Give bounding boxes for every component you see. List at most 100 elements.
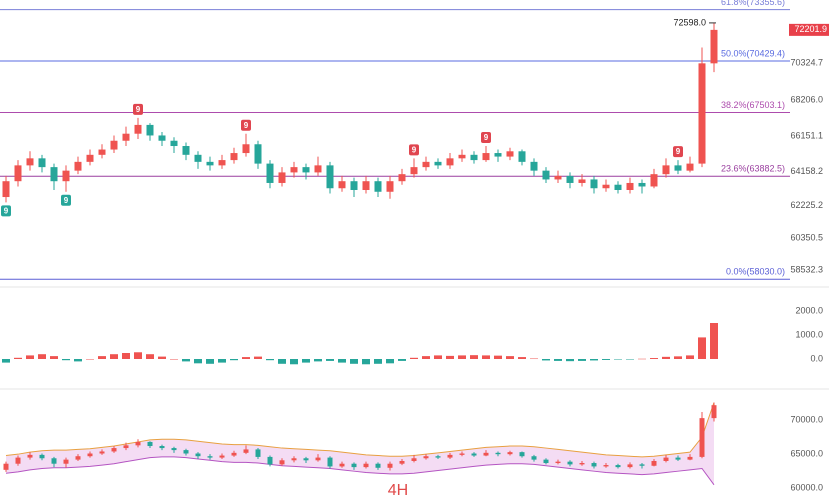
- mini-candle-body: [507, 452, 513, 455]
- high-annotation: 72598.0: [673, 17, 706, 27]
- td-marker: [1, 205, 11, 217]
- candle-body: [446, 158, 454, 166]
- candle-body: [506, 151, 514, 157]
- histogram-bar: [278, 359, 286, 364]
- candle-body: [638, 182, 646, 187]
- y-tick-label: 70324.7: [790, 57, 823, 67]
- mini-candle-body: [591, 463, 597, 467]
- candle-body: [530, 161, 538, 171]
- td-marker: [61, 194, 71, 206]
- y-tick-label: 0.0: [810, 353, 823, 363]
- candle-body: [482, 153, 490, 161]
- candle-body: [266, 163, 274, 183]
- histogram-bar: [698, 337, 706, 359]
- candle-body: [50, 167, 58, 182]
- mini-candle-body: [531, 456, 537, 460]
- candle-body: [710, 29, 718, 64]
- mini-candle-body: [303, 458, 309, 461]
- candle-body: [338, 181, 346, 189]
- candle-body: [74, 161, 82, 171]
- histogram-bar: [122, 353, 130, 359]
- candle-body: [14, 165, 22, 182]
- price-badge: [789, 23, 829, 36]
- mini-candle-body: [411, 458, 417, 461]
- mini-candle-body: [99, 451, 105, 454]
- candle-body: [434, 161, 442, 166]
- histogram-bar: [206, 359, 214, 364]
- histogram-bar: [314, 359, 322, 362]
- candle-body: [182, 146, 190, 155]
- histogram-bar: [98, 356, 106, 359]
- histogram-bar: [482, 355, 490, 359]
- mini-candle-body: [3, 463, 9, 470]
- y-tick-label: 70000.0: [790, 415, 823, 425]
- candle-body: [194, 154, 202, 162]
- y-tick-label: 1000.0: [795, 329, 823, 339]
- y-tick-label: 60350.5: [790, 233, 823, 243]
- mini-candle-body: [39, 454, 45, 459]
- timeframe-label: 4H: [388, 482, 408, 499]
- candle-body: [254, 144, 262, 164]
- histogram-bar: [362, 359, 370, 365]
- histogram-bar: [626, 359, 634, 360]
- candle-body: [314, 165, 322, 173]
- price-badge-label: 72201.9: [794, 24, 827, 34]
- mini-candle-body: [615, 465, 621, 468]
- candle-body: [242, 144, 250, 154]
- mini-candle-body: [639, 464, 645, 466]
- y-tick-label: 65000.0: [790, 449, 823, 459]
- fib-label: 38.2%(67503.1): [721, 100, 785, 110]
- mini-candle-body: [123, 445, 129, 449]
- mini-candle-body: [135, 441, 141, 446]
- mini-candle-body: [699, 418, 705, 457]
- candle-body: [650, 174, 658, 187]
- candle-body: [698, 63, 706, 164]
- mini-candle-body: [159, 446, 165, 449]
- histogram-bar: [230, 359, 238, 361]
- mini-candle-body: [579, 463, 585, 465]
- histogram-bar: [566, 359, 574, 362]
- candle-body: [578, 179, 586, 183]
- mini-candle-body: [663, 457, 669, 461]
- histogram-bar: [254, 356, 262, 359]
- histogram-bar: [182, 359, 190, 362]
- candle-body: [230, 153, 238, 161]
- candle-body: [374, 181, 382, 192]
- histogram-bar: [638, 358, 646, 360]
- mini-candle-body: [459, 453, 465, 455]
- band-upper: [5, 402, 715, 458]
- mini-candle-body: [363, 463, 369, 468]
- mini-candle-body: [147, 441, 153, 447]
- td-marker-label: 9: [244, 121, 249, 130]
- td-marker: [241, 119, 251, 131]
- td-marker: [409, 144, 419, 156]
- mini-candle-body: [315, 457, 321, 461]
- fib-label: 50.0%(70429.4): [721, 48, 785, 58]
- histogram-bar: [146, 354, 154, 359]
- mini-candle-body: [543, 459, 549, 464]
- mini-candle-body: [603, 465, 609, 467]
- candle-body: [422, 161, 430, 168]
- candle-body: [302, 167, 310, 173]
- candle-body: [218, 160, 226, 166]
- candle-body: [134, 124, 142, 134]
- histogram-bar: [26, 355, 34, 359]
- mini-candle-body: [555, 461, 561, 464]
- mini-candle-body: [171, 448, 177, 451]
- mini-candle-body: [675, 457, 681, 460]
- histogram-bar: [110, 354, 118, 359]
- candle-body: [158, 135, 166, 141]
- histogram-bar: [38, 354, 46, 359]
- histogram-bar: [74, 359, 82, 362]
- mini-candle-body: [267, 456, 273, 465]
- mini-candle-body: [435, 456, 441, 458]
- histogram-bar: [530, 358, 538, 360]
- histogram-bar: [590, 359, 598, 361]
- candle-body: [458, 154, 466, 159]
- histogram-bar: [50, 356, 58, 359]
- candle-body: [686, 163, 694, 171]
- band-fill: [6, 402, 714, 485]
- histogram-bar: [134, 352, 142, 359]
- candle-body: [290, 167, 298, 173]
